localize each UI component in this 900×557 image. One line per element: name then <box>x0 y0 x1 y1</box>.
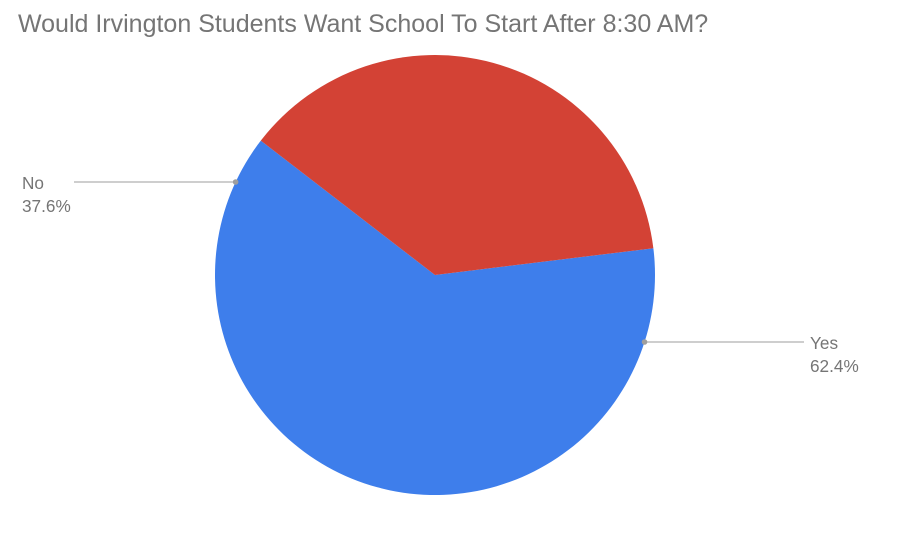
pie-label-no-pct: 37.6% <box>22 195 71 218</box>
pie-label-no-name: No <box>22 172 71 195</box>
pie-label-no: No 37.6% <box>22 172 71 218</box>
chart-container: Would Irvington Students Want School To … <box>0 0 900 557</box>
leader-line-no <box>0 0 900 557</box>
